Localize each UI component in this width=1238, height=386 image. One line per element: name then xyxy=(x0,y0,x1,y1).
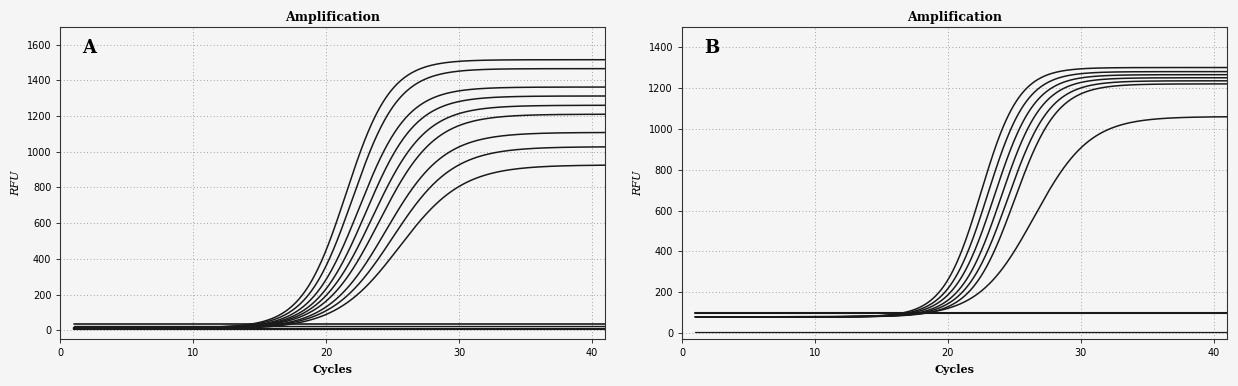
Y-axis label: RFU: RFU xyxy=(11,170,21,196)
X-axis label: Cycles: Cycles xyxy=(313,364,353,375)
Title: Amplification: Amplification xyxy=(907,11,1002,24)
Text: B: B xyxy=(704,39,719,57)
Text: A: A xyxy=(82,39,97,57)
Y-axis label: RFU: RFU xyxy=(633,170,643,196)
Title: Amplification: Amplification xyxy=(285,11,380,24)
X-axis label: Cycles: Cycles xyxy=(935,364,974,375)
